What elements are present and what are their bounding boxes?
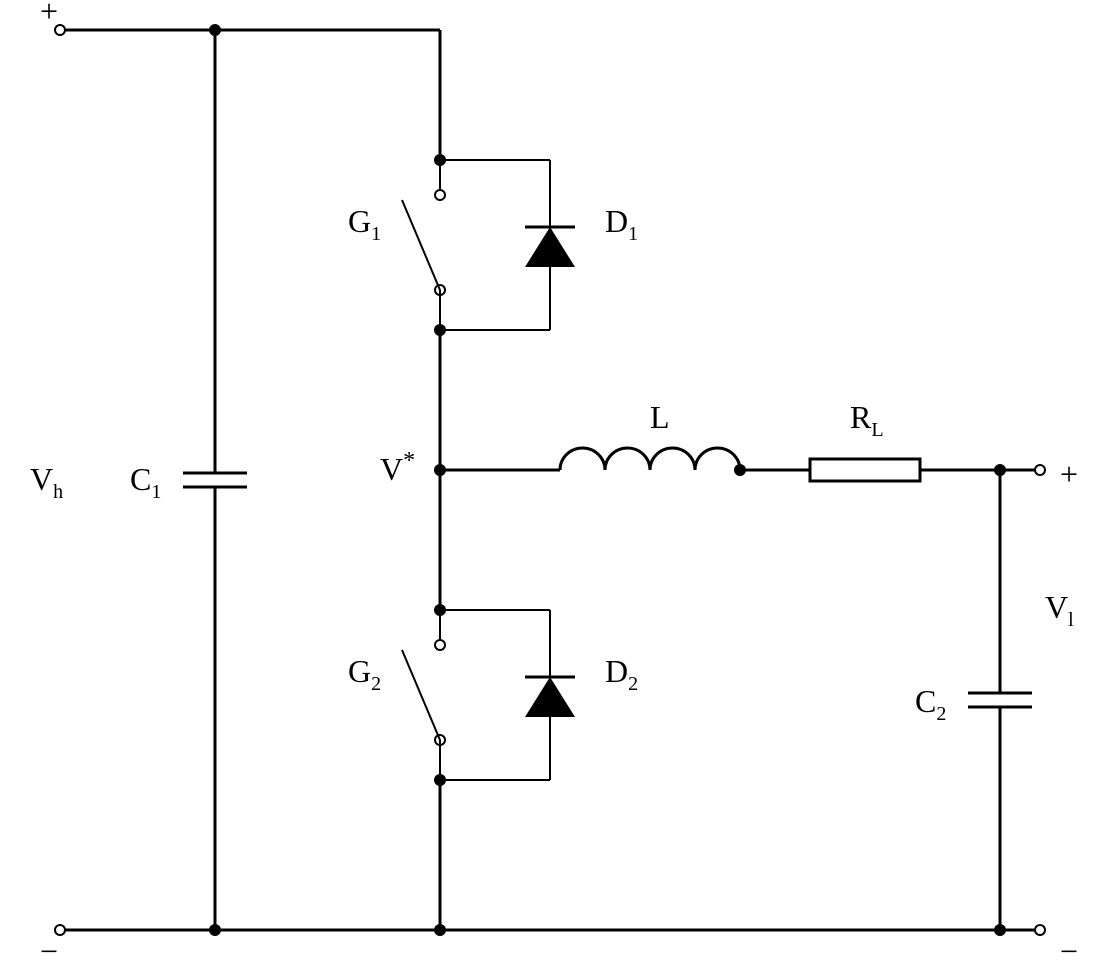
svg-text:Vl: Vl	[1045, 589, 1074, 631]
svg-text:G1: G1	[348, 203, 381, 245]
svg-text:D2: D2	[605, 653, 638, 695]
svg-text:D1: D1	[605, 203, 638, 245]
svg-text:−: −	[40, 933, 58, 964]
svg-text:RL: RL	[850, 399, 884, 441]
svg-text:L: L	[650, 399, 670, 435]
svg-text:G2: G2	[348, 653, 381, 695]
svg-text:+: +	[40, 0, 58, 29]
svg-text:C1: C1	[130, 461, 161, 503]
svg-text:C2: C2	[915, 683, 946, 725]
circuit-diagram: Vh C1 G1 D1 V* L RL G2 D2 C2 Vl + + − −	[0, 0, 1096, 964]
svg-text:V*: V*	[380, 448, 415, 487]
svg-text:+: +	[1060, 456, 1078, 492]
svg-text:−: −	[1060, 933, 1078, 964]
svg-text:Vh: Vh	[30, 461, 63, 503]
